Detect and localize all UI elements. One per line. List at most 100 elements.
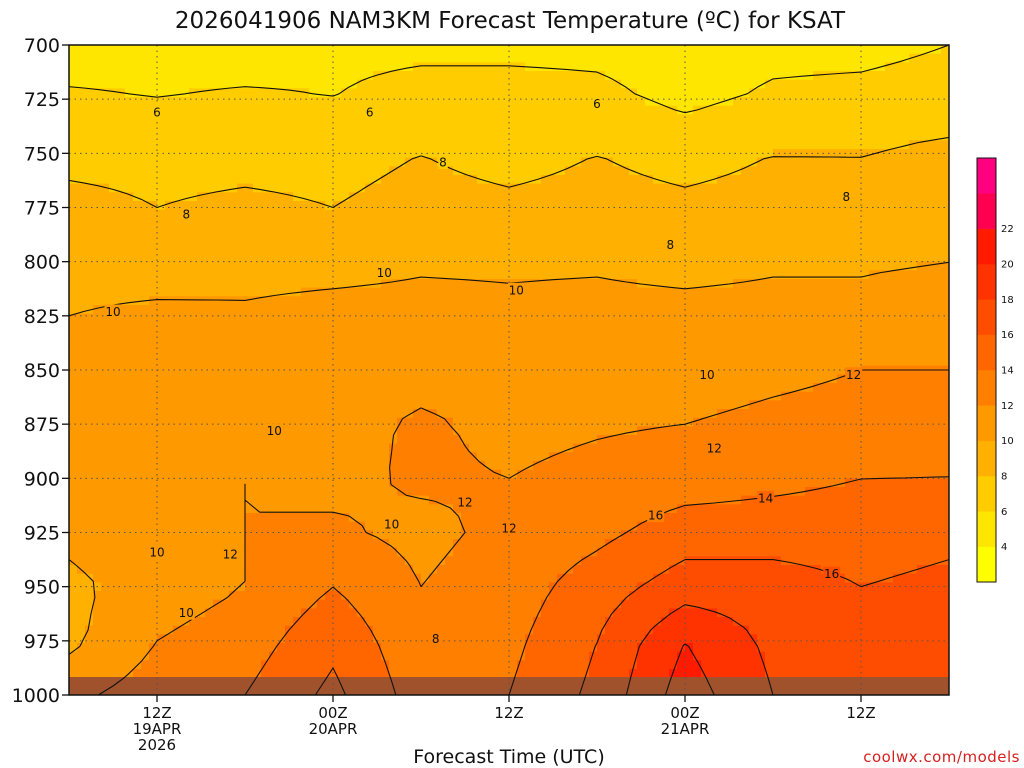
temperature-cell <box>725 123 734 133</box>
temperature-cell <box>797 383 806 393</box>
temperature-cell <box>229 88 238 98</box>
temperature-cell <box>597 71 606 81</box>
temperature-cell <box>853 296 862 306</box>
temperature-cell <box>941 348 949 358</box>
temperature-cell <box>941 88 949 98</box>
temperature-cell <box>317 374 326 384</box>
temperature-cell <box>885 417 894 427</box>
temperature-cell <box>789 296 798 306</box>
temperature-cell <box>333 79 342 89</box>
temperature-cell <box>861 53 870 63</box>
temperature-cell <box>733 313 742 323</box>
temperature-cell <box>349 391 358 401</box>
temperature-cell <box>741 218 750 228</box>
temperature-cell <box>365 227 374 237</box>
temperature-cell <box>341 227 350 237</box>
temperature-cell <box>917 192 926 202</box>
temperature-cell <box>941 45 949 55</box>
temperature-cell <box>301 400 310 410</box>
temperature-cell <box>165 192 174 202</box>
temperature-cell <box>445 409 454 419</box>
temperature-cell <box>677 374 686 384</box>
temperature-cell <box>813 279 822 289</box>
temperature-cell <box>757 235 766 245</box>
temperature-cell <box>861 296 870 306</box>
temperature-cell <box>477 331 486 341</box>
temperature-cell <box>237 192 246 202</box>
temperature-cell <box>429 209 438 219</box>
temperature-cell <box>629 105 638 115</box>
temperature-cell <box>69 391 78 401</box>
temperature-cell <box>725 79 734 89</box>
temperature-cell <box>741 88 750 98</box>
temperature-cell <box>413 166 422 176</box>
temperature-cell <box>797 218 806 228</box>
temperature-cell <box>501 114 510 124</box>
temperature-cell <box>165 339 174 349</box>
temperature-cell <box>565 201 574 211</box>
temperature-cell <box>685 374 694 384</box>
temperature-cell <box>709 45 718 55</box>
temperature-cell <box>333 391 342 401</box>
temperature-cell <box>261 322 270 332</box>
temperature-cell <box>741 253 750 263</box>
temperature-cell <box>725 53 734 63</box>
temperature-cell <box>461 71 470 81</box>
temperature-cell <box>493 140 502 150</box>
temperature-cell <box>893 279 902 289</box>
temperature-cell <box>765 331 774 341</box>
temperature-cell <box>445 45 454 55</box>
temperature-cell <box>669 123 678 133</box>
temperature-cell <box>437 166 446 176</box>
temperature-cell <box>341 261 350 271</box>
temperature-cell <box>733 417 742 427</box>
temperature-cell <box>237 331 246 341</box>
temperature-cell <box>885 426 894 436</box>
temperature-cell <box>197 218 206 228</box>
temperature-cell <box>909 305 918 315</box>
temperature-cell <box>509 62 518 72</box>
temperature-cell <box>725 209 734 219</box>
temperature-cell <box>861 157 870 167</box>
temperature-cell <box>325 287 334 297</box>
temperature-cell <box>933 426 942 436</box>
temperature-cell <box>93 331 102 341</box>
temperature-cell <box>885 313 894 323</box>
temperature-cell <box>925 131 934 141</box>
temperature-cell <box>917 183 926 193</box>
temperature-cell <box>541 261 550 271</box>
temperature-cell <box>637 296 646 306</box>
temperature-cell <box>389 270 398 280</box>
temperature-cell <box>469 235 478 245</box>
temperature-cell <box>613 348 622 358</box>
temperature-cell <box>629 417 638 427</box>
temperature-cell <box>85 435 94 445</box>
temperature-cell <box>349 201 358 211</box>
temperature-cell <box>381 313 390 323</box>
temperature-cell <box>197 296 206 306</box>
temperature-cell <box>125 426 134 436</box>
temperature-cell <box>901 53 910 63</box>
temperature-cell <box>925 45 934 55</box>
temperature-cell <box>141 339 150 349</box>
temperature-cell <box>845 62 854 72</box>
temperature-cell <box>445 296 454 306</box>
temperature-cell <box>325 105 334 115</box>
temperature-cell <box>621 383 630 393</box>
temperature-cell <box>517 426 526 436</box>
temperature-cell <box>669 400 678 410</box>
temperature-cell <box>437 287 446 297</box>
temperature-cell <box>581 365 590 375</box>
temperature-cell <box>77 157 86 167</box>
temperature-cell <box>517 71 526 81</box>
temperature-cell <box>493 322 502 332</box>
temperature-cell <box>773 331 782 341</box>
temperature-cell <box>877 357 886 367</box>
temperature-cell <box>317 71 326 81</box>
temperature-cell <box>117 331 126 341</box>
temperature-cell <box>69 79 78 89</box>
temperature-cell <box>117 261 126 271</box>
temperature-cell <box>749 365 758 375</box>
temperature-cell <box>525 357 534 367</box>
temperature-cell <box>717 218 726 228</box>
